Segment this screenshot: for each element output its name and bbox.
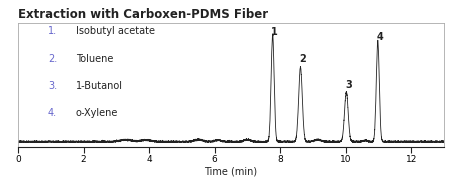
Text: Isobutyl acetate: Isobutyl acetate	[76, 26, 154, 36]
Text: 2.: 2.	[48, 54, 57, 64]
Text: 4: 4	[377, 32, 384, 42]
Text: 1.: 1.	[48, 26, 57, 36]
Text: 3.: 3.	[48, 81, 57, 91]
Text: 1: 1	[271, 27, 278, 37]
Text: 4.: 4.	[48, 108, 57, 118]
Text: 2: 2	[299, 54, 306, 64]
X-axis label: Time (min): Time (min)	[204, 167, 258, 177]
Text: Extraction with Carboxen-PDMS Fiber: Extraction with Carboxen-PDMS Fiber	[18, 8, 268, 21]
Text: Toluene: Toluene	[76, 54, 113, 64]
Text: 1-Butanol: 1-Butanol	[76, 81, 123, 91]
Text: o-Xylene: o-Xylene	[76, 108, 118, 118]
Text: 3: 3	[345, 80, 352, 90]
